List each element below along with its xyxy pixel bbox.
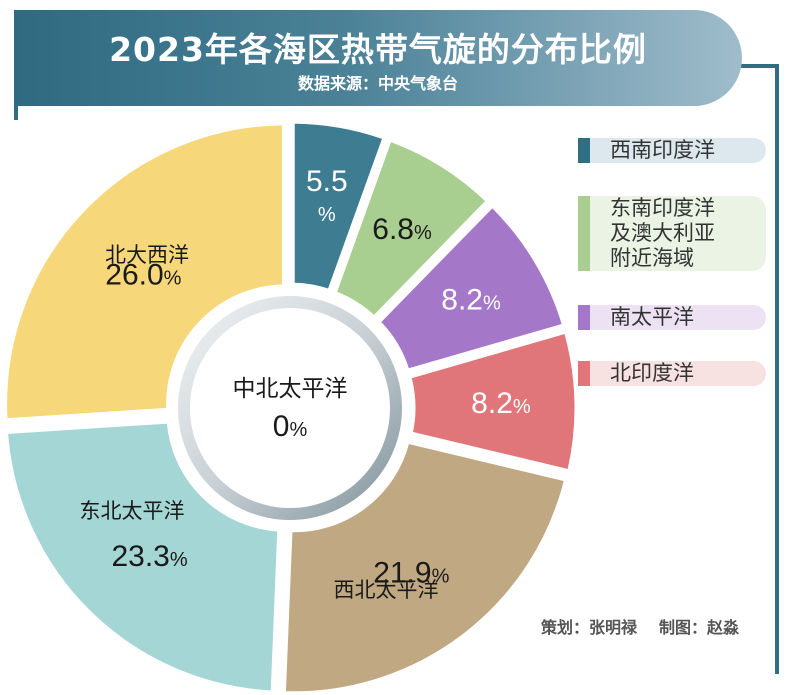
slice-value-label: 8.2%	[441, 284, 501, 317]
slice-value-label: 21.9%	[373, 556, 449, 589]
credit-drawing: 制图：赵淼	[659, 618, 740, 637]
donut-slice	[333, 138, 490, 320]
chart-title: 2023年各海区热带气旋的分布比例	[109, 30, 647, 69]
legend-swatch	[578, 196, 590, 271]
slice-value-label: 5.5%	[306, 165, 348, 226]
center-hole	[190, 308, 390, 508]
slice-name-label: 北大西洋	[105, 243, 189, 267]
legend-swatch	[578, 361, 590, 386]
legend-label: 西南印度洋	[610, 138, 715, 162]
donut-slice	[408, 330, 578, 473]
slice-value-label: 6.8%	[372, 213, 432, 246]
legend-item-southwest-indian: 西南印度洋	[578, 138, 766, 163]
slice-value-label: 26.0%	[105, 259, 181, 292]
donut-slice	[4, 420, 281, 694]
donut-slice	[4, 122, 285, 422]
legend-label: 北印度洋	[610, 361, 694, 385]
center-value-label: 0%	[273, 410, 308, 443]
credits: 策划：张明禄 制图：赵淼	[541, 614, 761, 638]
donut-slice	[282, 440, 568, 695]
legend-item-north-indian: 北印度洋	[578, 361, 766, 386]
legend-item-south-pacific: 南太平洋	[578, 305, 766, 330]
donut-slice	[291, 120, 386, 293]
title-banner: 2023年各海区热带气旋的分布比例 数据来源：中央气象台	[14, 10, 742, 106]
legend-label: 东南印度洋 及澳大利亚 附近海域	[610, 196, 715, 270]
legend-item-southeast-indian-australia: 东南印度洋 及澳大利亚 附近海域	[578, 196, 766, 271]
data-source: 数据来源：中央气象台	[297, 74, 458, 93]
legend-swatch	[578, 305, 590, 330]
slice-name-label: 东北太平洋	[80, 499, 185, 523]
slice-value-label: 8.2%	[471, 387, 531, 420]
donut-slice	[377, 204, 566, 372]
credit-planning: 策划：张明禄	[541, 618, 638, 637]
frame-line	[775, 64, 779, 674]
legend-swatch	[578, 138, 590, 163]
slice-value-label: 23.3%	[111, 540, 187, 573]
slice-name-label: 西北太平洋	[334, 578, 439, 602]
legend-label: 南太平洋	[610, 305, 694, 329]
center-category-label: 中北太平洋	[233, 376, 348, 402]
